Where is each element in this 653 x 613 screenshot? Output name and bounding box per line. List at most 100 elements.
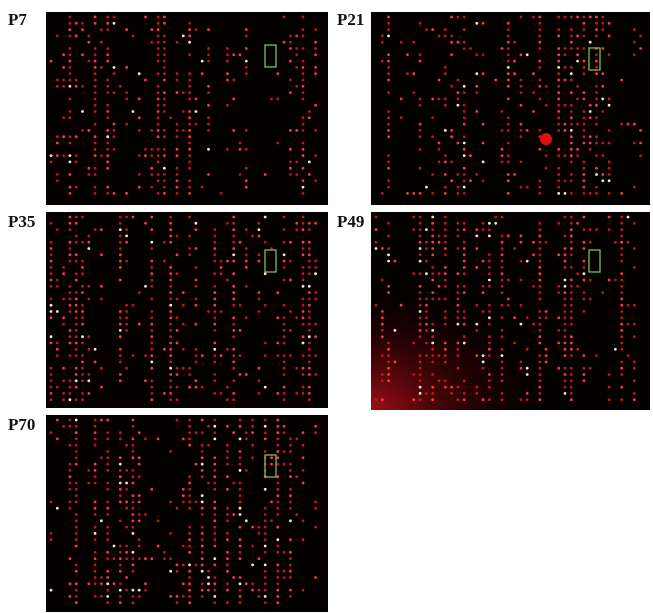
spot: [194, 247, 198, 250]
spot: [569, 34, 573, 38]
spot: [188, 500, 192, 504]
spot: [595, 166, 598, 170]
spot: [301, 221, 305, 225]
spot: [244, 166, 248, 170]
spot: [87, 247, 91, 250]
spot: [301, 240, 305, 244]
spot: [93, 431, 97, 434]
spot: [601, 291, 605, 294]
spot: [301, 354, 305, 357]
spot: [169, 500, 173, 504]
spot: [87, 469, 91, 472]
spot: [626, 240, 630, 244]
spot: [601, 21, 605, 25]
spot: [68, 185, 72, 189]
spot: [93, 550, 97, 554]
spot: [569, 291, 573, 294]
spot: [425, 272, 428, 276]
spot: [188, 487, 192, 491]
spot: [226, 103, 229, 107]
spot: [81, 360, 84, 364]
spot: [169, 316, 173, 320]
spot: [213, 284, 217, 288]
spot: [456, 341, 460, 345]
spot: [620, 253, 624, 257]
spot: [289, 166, 292, 170]
spot: [289, 506, 292, 510]
spot: [443, 228, 447, 231]
spot: [443, 103, 447, 107]
spot: [301, 91, 305, 94]
spot: [169, 278, 173, 282]
spot: [181, 34, 185, 38]
spot: [456, 347, 460, 351]
highlight-box: [588, 47, 601, 71]
spot: [213, 310, 217, 313]
spot: [74, 538, 78, 542]
spot: [93, 21, 97, 25]
spot: [213, 437, 217, 441]
spot: [557, 179, 561, 183]
spot: [118, 601, 122, 605]
spot: [301, 166, 305, 170]
spot: [538, 78, 542, 82]
spot: [181, 487, 185, 491]
spot: [289, 78, 292, 82]
spot: [188, 366, 192, 370]
spot: [150, 147, 154, 151]
spot: [169, 272, 173, 276]
spot: [118, 557, 122, 560]
spot: [301, 588, 305, 592]
spot: [494, 215, 498, 219]
spot: [68, 160, 72, 164]
spot: [588, 278, 592, 282]
spot: [100, 297, 103, 301]
spot: [387, 91, 390, 94]
spot: [276, 601, 280, 605]
spot: [595, 228, 598, 231]
spot: [276, 316, 280, 320]
spot: [276, 494, 280, 497]
spot: [295, 316, 299, 320]
spot: [282, 398, 286, 402]
spot: [118, 544, 122, 548]
spot: [213, 595, 217, 598]
spot: [263, 544, 267, 548]
spot: [557, 284, 561, 288]
spot: [118, 469, 122, 472]
spot: [194, 303, 198, 307]
spot: [620, 373, 624, 376]
spot: [538, 221, 542, 225]
spot: [462, 316, 466, 320]
spot: [131, 569, 135, 573]
spot: [74, 595, 78, 598]
spot: [295, 129, 299, 132]
spot: [620, 215, 624, 219]
spot: [412, 341, 416, 345]
spot: [282, 322, 286, 326]
spot: [481, 122, 485, 126]
spot: [462, 84, 466, 88]
spot: [106, 588, 110, 592]
spot: [314, 266, 317, 269]
spot: [93, 192, 97, 195]
spot: [194, 266, 198, 269]
spot: [68, 418, 72, 422]
spot: [431, 272, 435, 276]
spot: [125, 303, 128, 307]
spot: [213, 601, 217, 605]
spot: [307, 259, 311, 263]
spot: [276, 97, 280, 101]
spot: [525, 259, 529, 263]
spot: [301, 443, 305, 447]
spot: [93, 135, 97, 139]
spot: [307, 392, 311, 395]
spot: [49, 272, 53, 276]
spot: [263, 532, 267, 535]
spot: [506, 122, 510, 126]
spot: [374, 398, 378, 402]
spot: [289, 278, 292, 282]
spot: [588, 40, 592, 44]
spot: [137, 185, 141, 189]
spot: [93, 557, 97, 560]
